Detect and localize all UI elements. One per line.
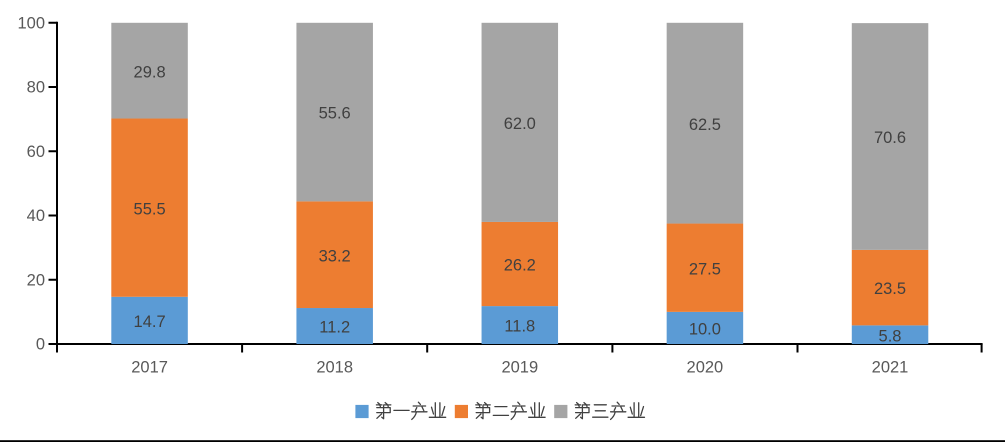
- svg-text:62.5: 62.5: [689, 116, 721, 134]
- svg-text:27.5: 27.5: [689, 260, 721, 278]
- svg-text:26.2: 26.2: [504, 257, 536, 275]
- svg-text:2021: 2021: [872, 359, 909, 377]
- svg-text:20: 20: [27, 272, 45, 290]
- svg-text:2020: 2020: [687, 359, 724, 377]
- svg-text:23.5: 23.5: [874, 280, 906, 298]
- svg-text:2019: 2019: [501, 359, 538, 377]
- svg-text:2018: 2018: [316, 359, 353, 377]
- svg-text:100: 100: [17, 15, 45, 33]
- svg-text:11.2: 11.2: [319, 319, 350, 337]
- svg-text:80: 80: [27, 79, 45, 97]
- svg-text:14.7: 14.7: [134, 313, 166, 331]
- svg-text:70.6: 70.6: [874, 129, 906, 147]
- svg-text:11.8: 11.8: [504, 318, 535, 336]
- svg-text:55.6: 55.6: [319, 105, 351, 123]
- svg-text:2017: 2017: [131, 359, 168, 377]
- svg-text:5.8: 5.8: [879, 327, 902, 345]
- svg-text:55.5: 55.5: [134, 200, 166, 218]
- svg-text:60: 60: [27, 143, 45, 161]
- svg-text:10.0: 10.0: [689, 321, 721, 339]
- svg-text:29.8: 29.8: [134, 63, 166, 81]
- svg-text:62.0: 62.0: [504, 115, 536, 133]
- svg-text:33.2: 33.2: [319, 247, 351, 265]
- svg-text:0: 0: [36, 336, 45, 354]
- svg-text:40: 40: [27, 207, 45, 225]
